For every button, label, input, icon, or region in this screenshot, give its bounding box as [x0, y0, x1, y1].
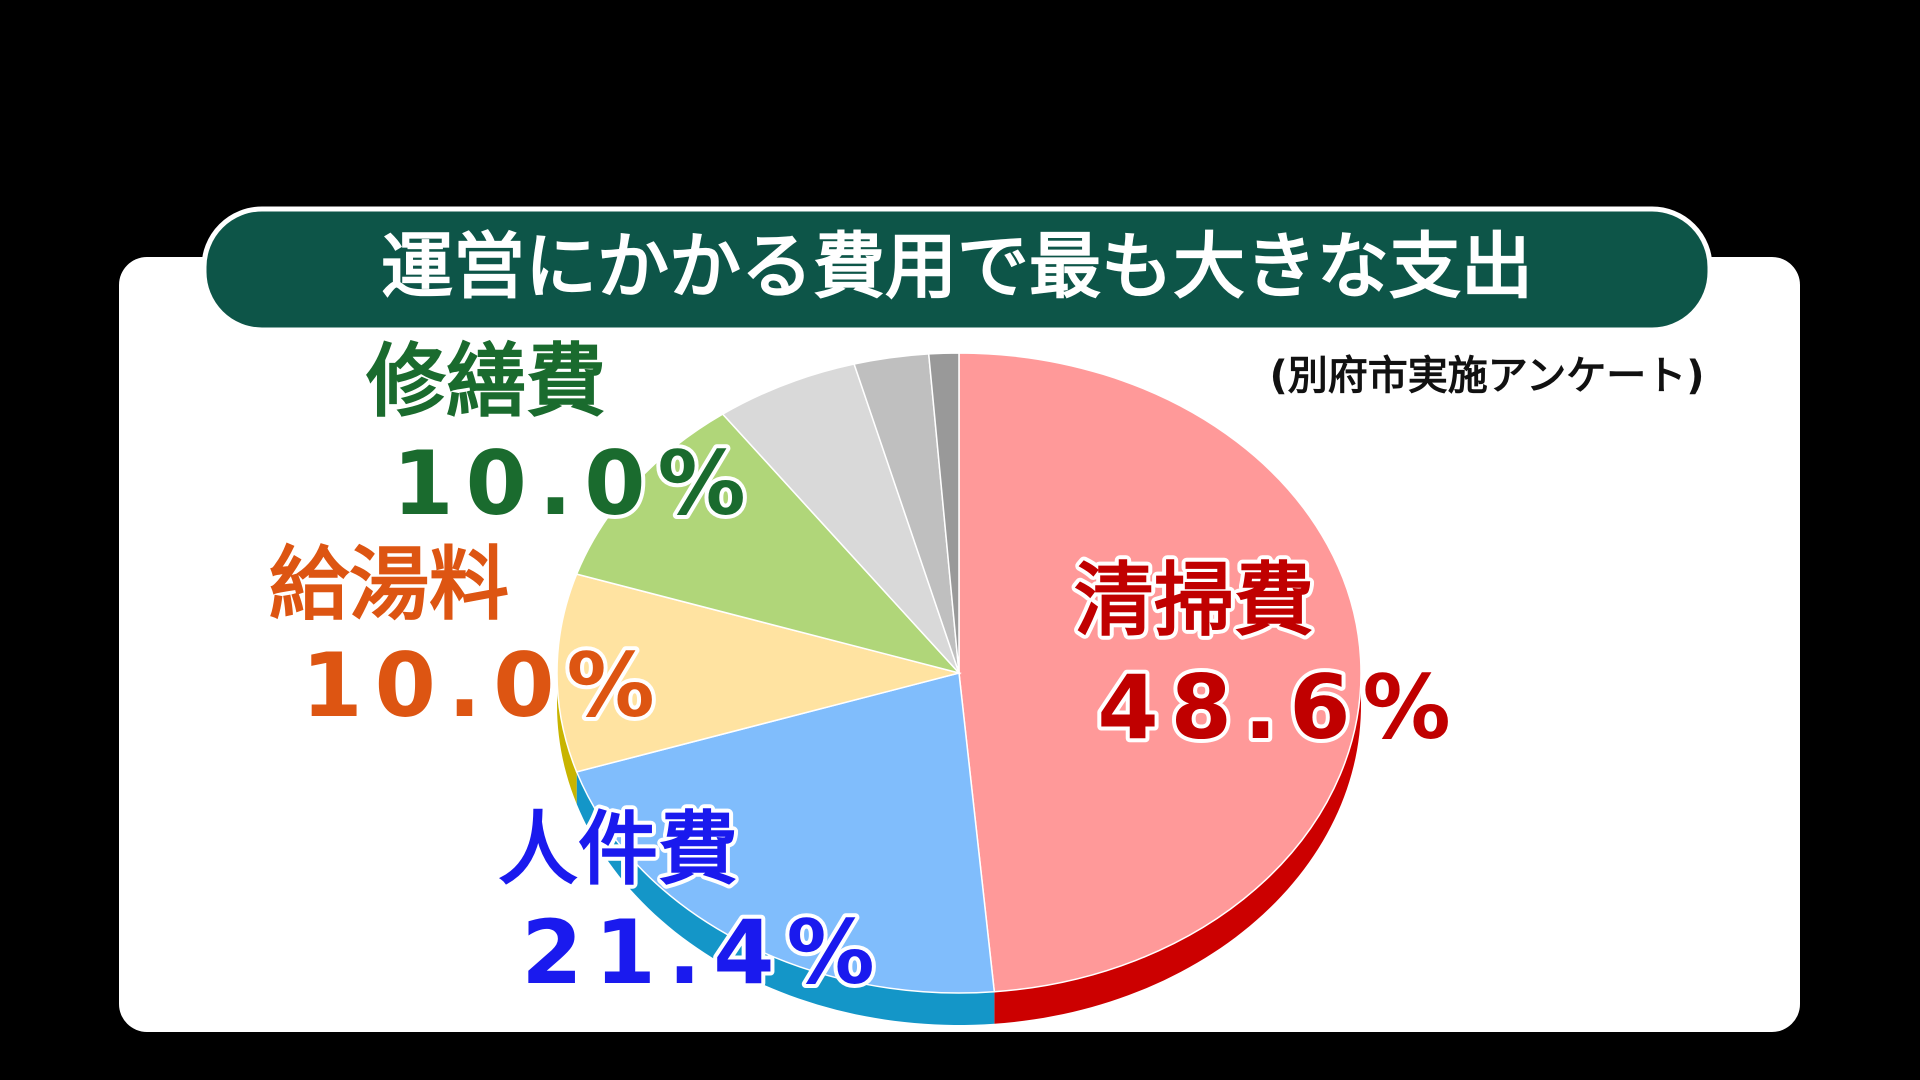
- pie-slice: [721, 363, 960, 674]
- value-label: 21.4%: [521, 901, 886, 1004]
- value-label: 10.0%: [392, 432, 757, 535]
- pie-slice: [927, 352, 960, 674]
- pie-slice: [556, 573, 962, 773]
- value-label: 48.6%: [1097, 656, 1462, 759]
- slice-label: 人件費: [498, 803, 738, 896]
- title-pill: [201, 206, 1713, 333]
- slice-side: [576, 771, 995, 1025]
- pie-slice: [575, 413, 962, 675]
- slice-label: 修繕費: [366, 335, 606, 428]
- chart-subtitle: (別府市実施アンケート): [1270, 353, 1705, 399]
- slice-label: 清掃費: [1074, 554, 1314, 647]
- value-label: 10.0%: [301, 634, 666, 737]
- pie-slice: [958, 352, 1362, 993]
- chart-title: 運営にかかる費用で最も大きな支出: [381, 225, 1533, 309]
- slice-label: 給湯料: [269, 538, 509, 631]
- pie-slice: [575, 672, 996, 994]
